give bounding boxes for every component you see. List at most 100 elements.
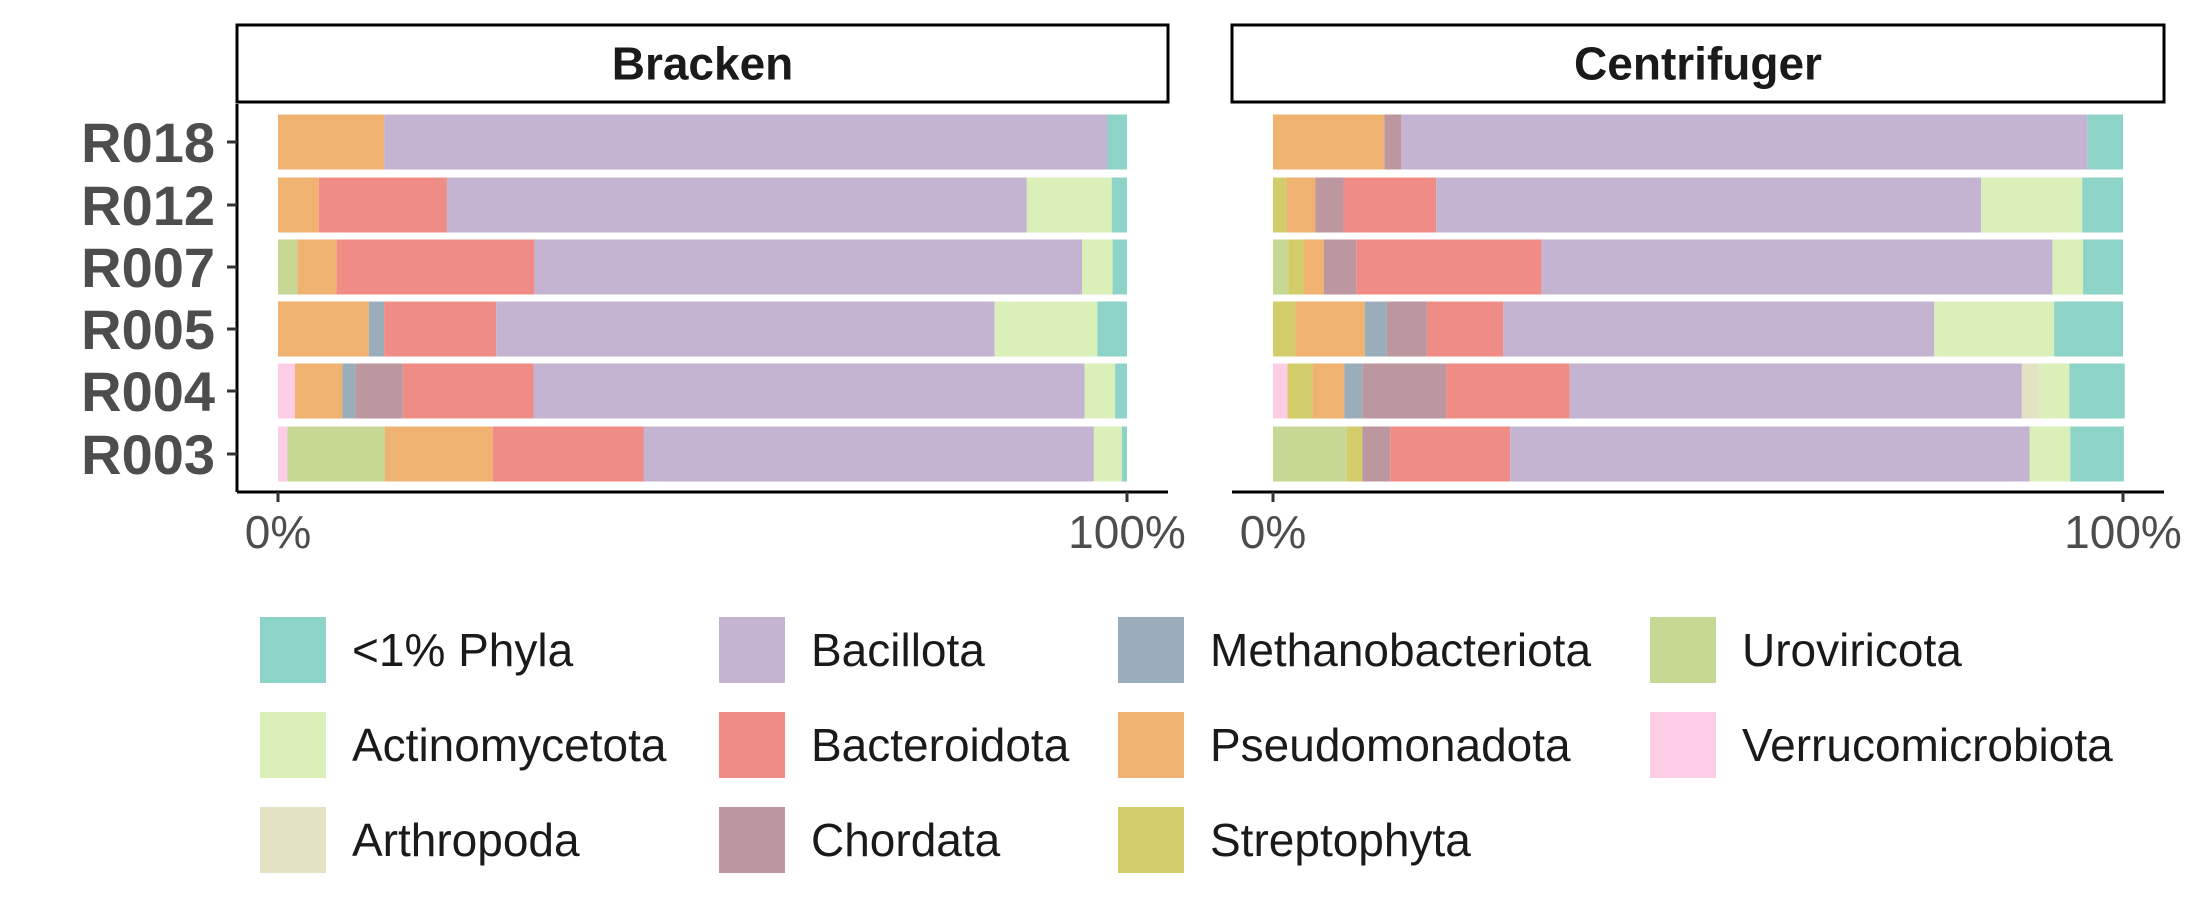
bar-segment-centrifuger-r007-uroviricota xyxy=(1273,239,1289,295)
bar-segment-centrifuger-r012-chordata xyxy=(1315,177,1344,233)
bar-segment-centrifuger-r012-1-phyla xyxy=(2082,177,2123,233)
bar-segment-bracken-r003-bacillota xyxy=(643,426,1094,482)
legend-label-uroviricota: Uroviricota xyxy=(1742,624,1962,676)
bar-segment-centrifuger-r004-1-phyla xyxy=(2069,363,2125,419)
facet-strip-bracken xyxy=(235,23,1170,104)
bar-segment-centrifuger-r012-pseudomonadota xyxy=(1286,177,1316,233)
bar-segment-centrifuger-r005-bacteroidota xyxy=(1426,301,1504,357)
bar-segment-centrifuger-r004-bacillota xyxy=(1569,363,2022,419)
bar-segment-centrifuger-r005-pseudomonadota xyxy=(1295,301,1365,357)
bar-segment-bracken-r007-uroviricota xyxy=(278,239,298,295)
legend-label-streptophyta: Streptophyta xyxy=(1210,814,1471,866)
legend-label-1-phyla: <1% Phyla xyxy=(352,624,574,676)
bar-segment-centrifuger-r007-pseudomonadota xyxy=(1303,239,1324,295)
bar-segment-centrifuger-r004-bacteroidota xyxy=(1446,363,1570,419)
bar-segment-centrifuger-r004-verrucomicrobiota xyxy=(1273,363,1288,419)
bar-segment-bracken-r012-bacteroidota xyxy=(318,177,447,233)
bar-segment-centrifuger-r005-actinomycetota xyxy=(1934,301,2055,357)
bar-segment-bracken-r005-1-phyla xyxy=(1097,301,1127,357)
bar-segment-centrifuger-r018-pseudomonadota xyxy=(1273,114,1385,170)
facet-title-bracken: Bracken xyxy=(612,38,794,90)
bar-segment-bracken-r003-bacteroidota xyxy=(492,426,644,482)
bar-segment-centrifuger-r004-methanobacteriota xyxy=(1344,363,1363,419)
legend-key-1-phyla xyxy=(260,617,326,683)
bar-segment-bracken-r007-pseudomonadota xyxy=(297,239,337,295)
bar-segment-centrifuger-r003-chordata xyxy=(1362,426,1391,482)
bar-segment-centrifuger-r003-1-phyla xyxy=(2070,426,2124,482)
legend-label-pseudomonadota: Pseudomonadota xyxy=(1210,719,1571,771)
x-tick-label-bracken-1: 100% xyxy=(1068,506,1186,558)
bar-segment-centrifuger-r005-bacillota xyxy=(1503,301,1935,357)
legend-label-bacteroidota: Bacteroidota xyxy=(811,719,1070,771)
legend-key-bacteroidota xyxy=(719,712,785,778)
legend-label-verrucomicrobiota: Verrucomicrobiota xyxy=(1742,719,2113,771)
legend-label-bacillota: Bacillota xyxy=(811,624,985,676)
legend-key-verrucomicrobiota xyxy=(1650,712,1716,778)
bar-segment-bracken-r007-bacillota xyxy=(534,239,1083,295)
bar-segment-bracken-r018-pseudomonadota xyxy=(278,114,385,170)
bar-segment-centrifuger-r007-actinomycetota xyxy=(2052,239,2084,295)
legend-key-pseudomonadota xyxy=(1118,712,1184,778)
facet-title-centrifuger: Centrifuger xyxy=(1574,38,1822,90)
bar-segment-bracken-r005-bacillota xyxy=(496,301,995,357)
bar-segment-centrifuger-r005-streptophyta xyxy=(1273,301,1296,357)
bar-segment-centrifuger-r018-chordata xyxy=(1384,114,1402,170)
bar-segment-centrifuger-r003-streptophyta xyxy=(1346,426,1363,482)
bar-segment-bracken-r004-actinomycetota xyxy=(1084,363,1116,419)
bar-segment-bracken-r004-methanobacteriota xyxy=(342,363,356,419)
x-tick-label-centrifuger-1: 100% xyxy=(2064,506,2182,558)
x-tick-label-bracken-0: 0% xyxy=(245,506,311,558)
bar-segment-centrifuger-r018-bacillota xyxy=(1401,114,2088,170)
bar-segment-bracken-r003-pseudomonadota xyxy=(384,426,493,482)
facet-strip-centrifuger xyxy=(1230,23,2166,104)
bar-segment-centrifuger-r012-streptophyta xyxy=(1273,177,1287,233)
bar-segment-bracken-r003-1-phyla xyxy=(1121,426,1127,482)
bar-segment-centrifuger-r018-1-phyla xyxy=(2087,114,2123,170)
y-tick-label-r007: R007 xyxy=(81,236,215,299)
bar-segment-bracken-r012-actinomycetota xyxy=(1026,177,1112,233)
bar-segment-centrifuger-r003-bacillota xyxy=(1510,426,2030,482)
bar-segment-centrifuger-r012-actinomycetota xyxy=(1981,177,2083,233)
bar-segment-bracken-r005-pseudomonadota xyxy=(278,301,369,357)
legend-label-actinomycetota: Actinomycetota xyxy=(352,719,667,771)
y-tick-label-r003: R003 xyxy=(81,423,215,486)
bar-segment-centrifuger-r005-1-phyla xyxy=(2054,301,2123,357)
bar-segment-bracken-r003-uroviricota xyxy=(287,426,385,482)
bar-segment-centrifuger-r005-chordata xyxy=(1386,301,1427,357)
legend-key-methanobacteriota xyxy=(1118,617,1184,683)
bar-segment-bracken-r007-actinomycetota xyxy=(1082,239,1113,295)
bar-segment-centrifuger-r007-streptophyta xyxy=(1288,239,1304,295)
bar-segment-centrifuger-r004-streptophyta xyxy=(1287,363,1313,419)
bar-segment-bracken-r005-methanobacteriota xyxy=(368,301,385,357)
legend-key-uroviricota xyxy=(1650,617,1716,683)
bar-segment-centrifuger-r007-bacteroidota xyxy=(1356,239,1542,295)
x-tick-label-centrifuger-0: 0% xyxy=(1240,506,1306,558)
bar-segment-centrifuger-r012-bacillota xyxy=(1436,177,1982,233)
bar-segment-centrifuger-r004-actinomycetota xyxy=(2038,363,2070,419)
bar-segment-bracken-r003-actinomycetota xyxy=(1093,426,1122,482)
legend-key-bacillota xyxy=(719,617,785,683)
bar-segment-centrifuger-r012-bacteroidota xyxy=(1343,177,1437,233)
legend-label-methanobacteriota: Methanobacteriota xyxy=(1210,624,1591,676)
bar-segment-bracken-r007-bacteroidota xyxy=(336,239,535,295)
bar-segment-bracken-r005-bacteroidota xyxy=(384,301,497,357)
legend-key-chordata xyxy=(719,807,785,873)
y-tick-label-r005: R005 xyxy=(81,298,215,361)
bar-segment-bracken-r003-verrucomicrobiota xyxy=(278,426,288,482)
bar-segment-centrifuger-r007-1-phyla xyxy=(2083,239,2123,295)
y-tick-label-r004: R004 xyxy=(81,360,215,423)
y-tick-label-r012: R012 xyxy=(81,174,215,237)
bar-segment-centrifuger-r004-arthropoda xyxy=(2021,363,2039,419)
bar-segment-bracken-r004-bacillota xyxy=(533,363,1085,419)
bar-segment-bracken-r018-bacillota xyxy=(384,114,1108,170)
bar-segment-centrifuger-r004-chordata xyxy=(1362,363,1447,419)
legend-key-arthropoda xyxy=(260,807,326,873)
bar-segment-bracken-r004-chordata xyxy=(355,363,403,419)
bar-segment-centrifuger-r003-uroviricota xyxy=(1273,426,1347,482)
bar-segment-centrifuger-r004-pseudomonadota xyxy=(1312,363,1345,419)
bar-segment-bracken-r012-1-phyla xyxy=(1111,177,1127,233)
bar-segment-bracken-r004-bacteroidota xyxy=(402,363,534,419)
bar-segment-centrifuger-r003-actinomycetota xyxy=(2029,426,2071,482)
